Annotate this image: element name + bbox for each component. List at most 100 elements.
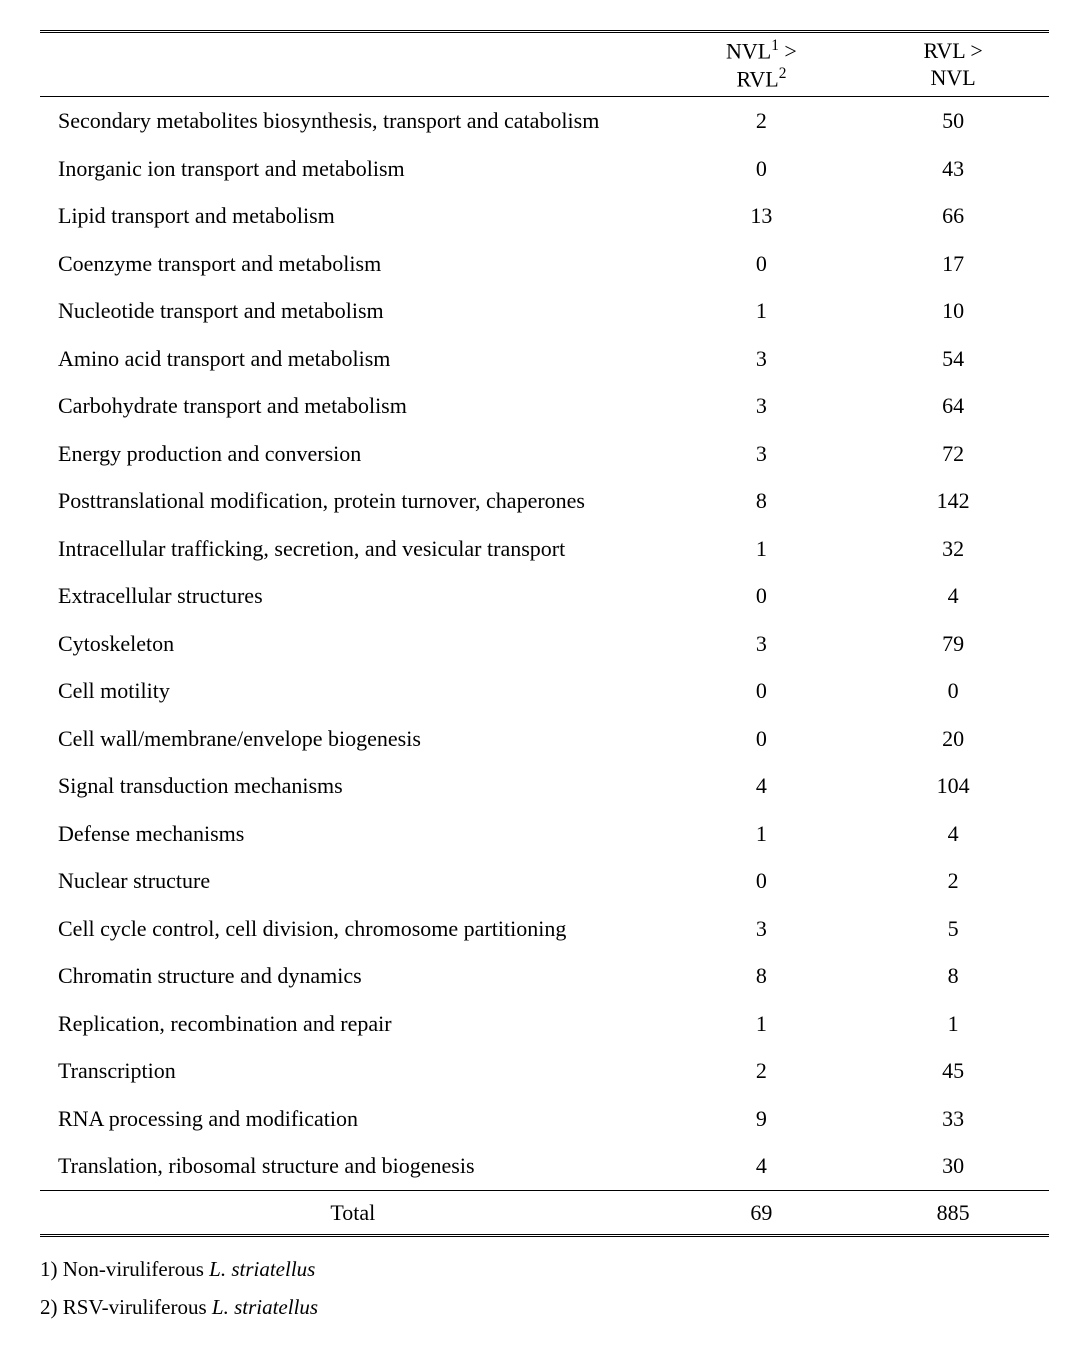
table-row: Nuclear structure02 — [40, 857, 1049, 905]
row-label: Posttranslational modification, protein … — [40, 477, 666, 525]
table-row: Extracellular structures04 — [40, 572, 1049, 620]
row-value-1: 8 — [666, 952, 858, 1000]
row-value-2: 72 — [857, 430, 1049, 478]
table-row: Defense mechanisms14 — [40, 810, 1049, 858]
table-row: Nucleotide transport and metabolism110 — [40, 287, 1049, 335]
row-label: Lipid transport and metabolism — [40, 192, 666, 240]
row-value-2: 20 — [857, 715, 1049, 763]
row-value-1: 1 — [666, 1000, 858, 1048]
table-row: Energy production and conversion372 — [40, 430, 1049, 478]
row-value-2: 0 — [857, 667, 1049, 715]
row-label: Nucleotide transport and metabolism — [40, 287, 666, 335]
row-value-2: 79 — [857, 620, 1049, 668]
row-label: Extracellular structures — [40, 572, 666, 620]
table-row: Lipid transport and metabolism1366 — [40, 192, 1049, 240]
table-row: Transcription245 — [40, 1047, 1049, 1095]
row-value-2: 30 — [857, 1142, 1049, 1190]
row-label: Defense mechanisms — [40, 810, 666, 858]
total-v2: 885 — [857, 1190, 1049, 1236]
row-label: Amino acid transport and metabolism — [40, 335, 666, 383]
row-value-2: 66 — [857, 192, 1049, 240]
table-row: Cell wall/membrane/envelope biogenesis02… — [40, 715, 1049, 763]
row-value-1: 0 — [666, 145, 858, 193]
row-label: Cell wall/membrane/envelope biogenesis — [40, 715, 666, 763]
row-value-2: 17 — [857, 240, 1049, 288]
row-label: RNA processing and modification — [40, 1095, 666, 1143]
row-value-2: 54 — [857, 335, 1049, 383]
table-row: Carbohydrate transport and metabolism364 — [40, 382, 1049, 430]
row-value-1: 9 — [666, 1095, 858, 1143]
footnote-2: 2) RSV-viruliferous L. striatellus — [40, 1289, 1049, 1327]
row-value-1: 4 — [666, 1142, 858, 1190]
table-row: Intracellular trafficking, secretion, an… — [40, 525, 1049, 573]
row-value-1: 3 — [666, 905, 858, 953]
row-value-1: 0 — [666, 667, 858, 715]
row-label: Transcription — [40, 1047, 666, 1095]
table-row: Replication, recombination and repair11 — [40, 1000, 1049, 1048]
row-value-1: 13 — [666, 192, 858, 240]
row-value-2: 5 — [857, 905, 1049, 953]
row-value-1: 8 — [666, 477, 858, 525]
table-row: Cell motility00 — [40, 667, 1049, 715]
row-value-2: 33 — [857, 1095, 1049, 1143]
row-label: Inorganic ion transport and metabolism — [40, 145, 666, 193]
row-value-1: 0 — [666, 240, 858, 288]
row-label: Cell cycle control, cell division, chrom… — [40, 905, 666, 953]
table-row: Cell cycle control, cell division, chrom… — [40, 905, 1049, 953]
header-col2: NVL1 > RVL2 — [666, 33, 858, 97]
table-row: Translation, ribosomal structure and bio… — [40, 1142, 1049, 1190]
row-value-2: 2 — [857, 857, 1049, 905]
total-v1: 69 — [666, 1190, 858, 1236]
row-label: Coenzyme transport and metabolism — [40, 240, 666, 288]
row-value-2: 43 — [857, 145, 1049, 193]
row-value-1: 3 — [666, 620, 858, 668]
row-label: Energy production and conversion — [40, 430, 666, 478]
table-row: Amino acid transport and metabolism354 — [40, 335, 1049, 383]
row-value-2: 50 — [857, 97, 1049, 145]
total-label: Total — [40, 1190, 666, 1236]
row-value-1: 0 — [666, 572, 858, 620]
table-row: Cytoskeleton379 — [40, 620, 1049, 668]
footnotes: 1) Non-viruliferous L. striatellus 2) RS… — [40, 1251, 1049, 1327]
row-value-2: 104 — [857, 762, 1049, 810]
row-label: Cell motility — [40, 667, 666, 715]
row-label: Signal transduction mechanisms — [40, 762, 666, 810]
row-value-1: 3 — [666, 382, 858, 430]
row-value-2: 1 — [857, 1000, 1049, 1048]
row-value-1: 2 — [666, 97, 858, 145]
table-row: RNA processing and modification933 — [40, 1095, 1049, 1143]
row-value-2: 4 — [857, 572, 1049, 620]
table-row: Secondary metabolites biosynthesis, tran… — [40, 97, 1049, 145]
header-col3: RVL > NVL — [857, 33, 1049, 97]
row-label: Carbohydrate transport and metabolism — [40, 382, 666, 430]
row-label: Secondary metabolites biosynthesis, tran… — [40, 97, 666, 145]
row-value-1: 1 — [666, 287, 858, 335]
row-value-1: 1 — [666, 525, 858, 573]
row-label: Replication, recombination and repair — [40, 1000, 666, 1048]
row-value-2: 45 — [857, 1047, 1049, 1095]
row-value-2: 64 — [857, 382, 1049, 430]
row-value-2: 8 — [857, 952, 1049, 1000]
row-value-2: 4 — [857, 810, 1049, 858]
table-row: Inorganic ion transport and metabolism04… — [40, 145, 1049, 193]
row-label: Nuclear structure — [40, 857, 666, 905]
footnote-1: 1) Non-viruliferous L. striatellus — [40, 1251, 1049, 1289]
row-value-1: 3 — [666, 430, 858, 478]
row-value-1: 0 — [666, 857, 858, 905]
row-value-1: 3 — [666, 335, 858, 383]
row-value-1: 2 — [666, 1047, 858, 1095]
data-table: NVL1 > RVL2 RVL > NVL Secondary metaboli… — [40, 30, 1049, 1237]
row-value-1: 1 — [666, 810, 858, 858]
table-row: Posttranslational modification, protein … — [40, 477, 1049, 525]
row-label: Chromatin structure and dynamics — [40, 952, 666, 1000]
table-body: Secondary metabolites biosynthesis, tran… — [40, 97, 1049, 1191]
row-value-2: 142 — [857, 477, 1049, 525]
table-total-row: Total 69 885 — [40, 1190, 1049, 1236]
row-value-2: 10 — [857, 287, 1049, 335]
row-value-2: 32 — [857, 525, 1049, 573]
table-row: Coenzyme transport and metabolism017 — [40, 240, 1049, 288]
row-label: Translation, ribosomal structure and bio… — [40, 1142, 666, 1190]
table-row: Chromatin structure and dynamics88 — [40, 952, 1049, 1000]
header-col1 — [40, 33, 666, 97]
table-row: Signal transduction mechanisms4104 — [40, 762, 1049, 810]
